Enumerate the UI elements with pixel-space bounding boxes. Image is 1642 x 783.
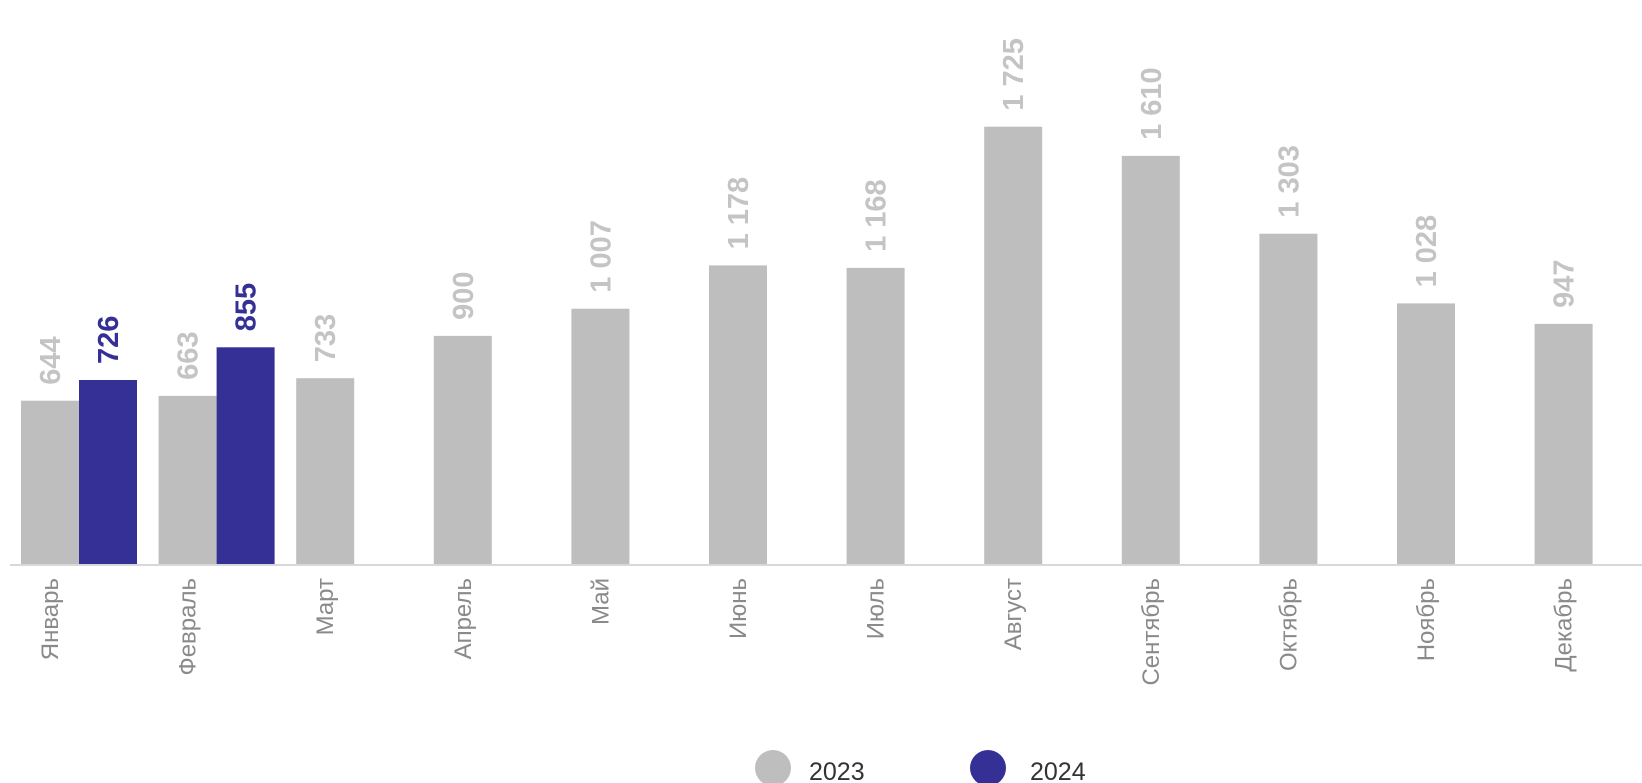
x-tick-label-6: Июнь xyxy=(725,578,752,639)
x-tick-label-8: Август xyxy=(1000,578,1027,650)
value-label-2024-1: 726 xyxy=(93,316,125,364)
bar-2023-9 xyxy=(1121,155,1180,564)
x-tick-label-1: Январь xyxy=(37,578,64,660)
x-tick-label-3: Март xyxy=(312,578,339,635)
bar-2023-12 xyxy=(1534,323,1593,564)
value-label-2023-3: 733 xyxy=(310,314,342,362)
legend-item-2024: 2024 xyxy=(970,750,1086,783)
value-label-2023-7: 1 168 xyxy=(861,179,893,252)
bar-2024-2 xyxy=(216,347,275,564)
value-label-2023-1: 644 xyxy=(35,336,67,384)
value-label-2023-6: 1 178 xyxy=(723,177,755,250)
bars-layer xyxy=(21,126,1593,565)
value-label-2024-2: 855 xyxy=(231,283,263,331)
legend-item-2023: 2023 xyxy=(755,750,865,783)
x-tick-label-4: Апрель xyxy=(450,578,477,659)
legend-swatch-2023 xyxy=(755,750,791,783)
x-tick-label-2: Февраль xyxy=(175,578,202,676)
legend-label-2024: 2024 xyxy=(1030,758,1086,783)
x-tick-label-9: Сентябрь xyxy=(1138,578,1165,686)
value-label-2023-8: 1 725 xyxy=(998,38,1030,111)
bar-2023-6 xyxy=(709,265,767,564)
value-label-2023-10: 1 303 xyxy=(1273,145,1305,218)
legend: 2023 2024 xyxy=(755,750,1086,783)
bar-2023-1 xyxy=(21,400,79,564)
legend-label-2023: 2023 xyxy=(809,758,865,783)
value-label-2023-9: 1 610 xyxy=(1136,67,1168,140)
bar-2023-8 xyxy=(984,126,1043,564)
value-label-2023-11: 1 028 xyxy=(1411,215,1443,288)
bar-2023-10 xyxy=(1259,233,1318,564)
value-label-2023-12: 947 xyxy=(1549,260,1581,308)
bar-2023-2 xyxy=(158,395,217,564)
x-tick-label-12: Декабрь xyxy=(1551,578,1578,672)
bar-2023-5 xyxy=(571,308,630,564)
x-tick-label-11: Ноябрь xyxy=(1413,578,1440,661)
x-tick-label-7: Июль xyxy=(863,578,890,639)
bar-2023-7 xyxy=(846,267,905,564)
value-labels-layer: 644 726 663 855 733 900 1 007 1 178 1 168 1 725 1 … xyxy=(35,38,1581,385)
value-label-2023-5: 1 007 xyxy=(585,220,617,293)
value-label-2023-2: 663 xyxy=(173,332,205,380)
legend-swatch-2024 xyxy=(970,750,1006,783)
bar-2023-3 xyxy=(296,378,355,564)
value-label-2023-4: 900 xyxy=(448,272,480,320)
bar-2023-11 xyxy=(1397,303,1455,564)
bar-2023-4 xyxy=(433,335,492,565)
tick-labels-layer: Январь Февраль Март Апрель Май Июнь Июль Август… xyxy=(37,578,1578,686)
x-tick-label-10: Октябрь xyxy=(1275,578,1302,671)
x-tick-label-5: Май xyxy=(587,578,614,625)
bar-2024-1 xyxy=(79,380,137,564)
